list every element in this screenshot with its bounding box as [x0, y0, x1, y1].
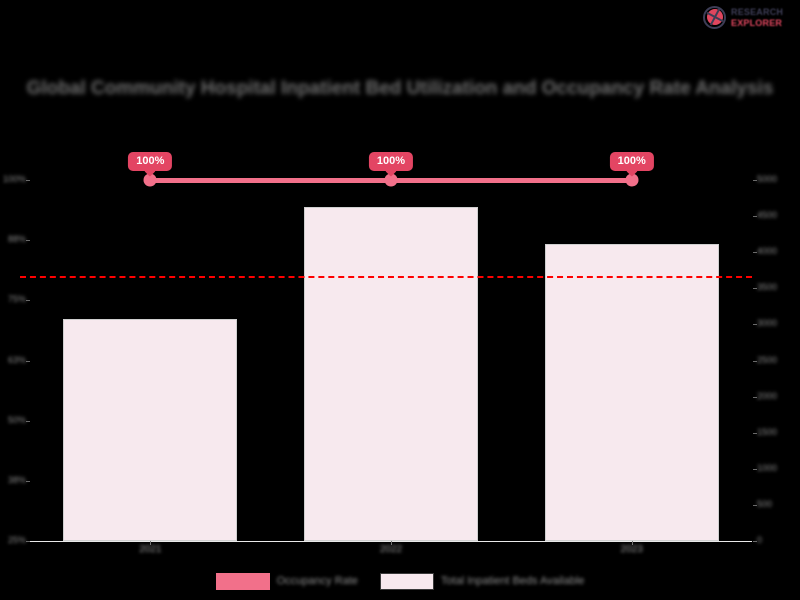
line-marker-2021 — [143, 173, 157, 187]
line-segment — [150, 177, 391, 183]
y-axis-left-tick-mark — [26, 420, 30, 422]
legend-label: Occupancy Rate — [276, 575, 358, 587]
x-axis-label-2022: 2022 — [379, 544, 403, 555]
logo-ring-icon — [703, 6, 726, 29]
y-axis-left-tick: 63% — [7, 354, 26, 365]
y-axis-left-tick: 88% — [7, 234, 26, 245]
y-axis-right-tick: 4000 — [757, 246, 778, 257]
y-axis-right-tick-mark — [753, 252, 757, 254]
y-axis-right-tick: 2500 — [757, 354, 778, 365]
y-axis-right-tick: 1000 — [757, 462, 778, 473]
x-axis: 2021 2022 2023 — [30, 541, 752, 563]
line-marker-2023 — [625, 173, 639, 187]
y-axis-left-tick: 100% — [2, 174, 26, 184]
data-label-2023: 100% — [609, 152, 654, 171]
y-axis-right-tick-mark — [753, 360, 757, 362]
y-axis-right-tick-mark — [753, 288, 757, 290]
legend-swatch-icon — [379, 573, 434, 590]
y-axis-left-tick-mark — [26, 300, 30, 302]
legend-item-0[interactable]: Occupancy Rate — [215, 573, 358, 590]
x-axis-label-2023: 2023 — [620, 544, 643, 555]
y-axis-right-tick-mark — [753, 504, 757, 506]
y-axis-left-tick-mark — [26, 360, 30, 362]
plot-area: 100% 100% 100% — [20, 152, 752, 541]
y-axis-right-tick-mark — [753, 180, 757, 181]
logo-line-top: RESEARCH — [731, 7, 784, 17]
y-axis-right: 5000 4500 4000 3500 3000 2500 2000 1500 1000 500 0 — [753, 174, 800, 546]
company-logo: RESEARCH EXPLORER — [702, 3, 794, 33]
line-marker-2022 — [384, 173, 398, 187]
data-label-2022: 100% — [368, 152, 414, 171]
y-axis-right-tick: 2000 — [757, 390, 778, 401]
x-axis-label-2021: 2021 — [139, 544, 162, 555]
y-axis-left-tick-mark — [26, 480, 30, 482]
chart-legend: Occupancy Rate Total Inpatient Beds Avail… — [0, 573, 800, 590]
y-axis-right-tick-mark — [753, 468, 757, 470]
legend-label: Total Inpatient Beds Available — [440, 575, 585, 587]
y-axis-left-tick-mark — [26, 240, 30, 242]
logo-blob-icon — [707, 9, 723, 25]
y-axis-right-tick: 3000 — [757, 318, 778, 329]
y-axis-left-tick: 25% — [7, 535, 26, 545]
x-axis-tick — [391, 541, 392, 545]
y-axis-right-tick-mark — [753, 541, 757, 542]
y-axis-left: 100% 88% 75% 63% 50% 38% 25% — [0, 174, 30, 546]
y-axis-left-tick: 38% — [7, 474, 26, 485]
data-label-2021: 100% — [128, 152, 173, 171]
threshold-line — [20, 276, 752, 279]
line-segment — [391, 177, 632, 183]
y-axis-right-tick: 5000 — [757, 174, 778, 184]
logo-mark-icon — [702, 5, 728, 31]
y-axis-right-tick: 4500 — [757, 210, 778, 221]
y-axis-right-tick-mark — [753, 324, 757, 326]
logo-line-bottom: EXPLORER — [731, 18, 783, 28]
bar-2022 — [304, 206, 478, 541]
y-axis-right-tick-mark — [753, 216, 757, 218]
x-axis-tick — [631, 541, 633, 545]
y-axis-left-tick-mark — [26, 541, 30, 542]
y-axis-right-tick-mark — [753, 432, 757, 434]
y-axis-right-tick: 500 — [757, 498, 773, 509]
y-axis-left-tick-mark — [26, 180, 30, 181]
x-axis-tick — [150, 541, 152, 545]
y-axis-left-tick: 75% — [7, 294, 26, 305]
legend-item-1[interactable]: Total Inpatient Beds Available — [379, 573, 585, 590]
y-axis-right-tick: 3500 — [757, 282, 778, 293]
bar-2023 — [544, 243, 719, 541]
chart-title: Global Community Hospital Inpatient Bed … — [26, 78, 774, 99]
y-axis-right-tick: 1500 — [757, 426, 778, 437]
bar-2021 — [63, 318, 238, 541]
logo-text: RESEARCH EXPLORER — [731, 8, 783, 28]
legend-swatch-icon — [215, 573, 270, 590]
y-axis-right-tick: 0 — [757, 535, 763, 545]
y-axis-right-tick-mark — [753, 396, 757, 398]
y-axis-left-tick: 50% — [7, 414, 26, 425]
